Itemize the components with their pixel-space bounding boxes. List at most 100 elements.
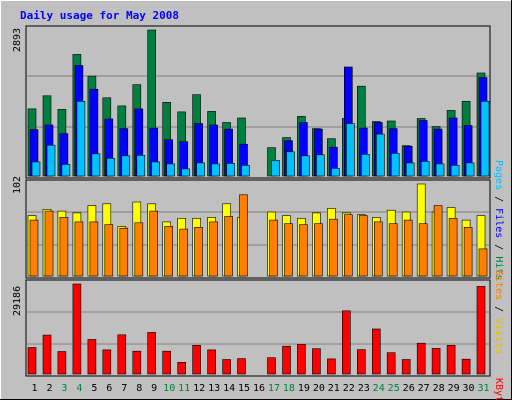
legend-visits: Visits xyxy=(493,318,504,354)
sites-bar-day-6 xyxy=(104,224,114,277)
day-axis-labels: 1 2 3 4 5 6 7 8 9 10 11 12 13 14 15 16 17 18 19 20 21 22 23 24 2… xyxy=(31,383,489,394)
legend-pages: Pages xyxy=(493,160,504,190)
sites-bar-day-31 xyxy=(478,248,488,277)
kbytes-bar-day-29 xyxy=(446,344,456,375)
kbytes-bar-day-24 xyxy=(371,328,381,375)
legend-files: Files xyxy=(493,208,504,238)
kbytes-bar-day-23 xyxy=(356,349,366,375)
kbytes-bar-day-17 xyxy=(267,357,276,375)
pages-bar-day-30 xyxy=(465,162,475,177)
day-label-3: 3 xyxy=(61,383,67,394)
kbytes-bar-day-3 xyxy=(57,351,67,375)
pages-bar-day-23 xyxy=(360,154,370,177)
kbytes-bar-day-19 xyxy=(297,344,306,375)
pages-bar-day-13 xyxy=(211,163,220,177)
legend-hits: Hits xyxy=(493,256,504,280)
pages-bar-day-6 xyxy=(106,158,116,177)
pages-bar-day-28 xyxy=(435,163,445,177)
sites-bar-day-2 xyxy=(44,210,54,277)
day-label-20: 20 xyxy=(313,383,325,394)
pages-bar-day-19 xyxy=(301,155,310,177)
sites-bar-day-5 xyxy=(89,221,99,277)
kbytes-bar-day-30 xyxy=(461,358,471,375)
kbytes-bar-day-15 xyxy=(237,358,246,375)
kbytes-bar-day-31 xyxy=(476,286,486,375)
kbytes-bar-day-4 xyxy=(72,283,82,375)
legend-sep-1: / xyxy=(493,190,504,208)
sites-bar-day-7 xyxy=(119,227,129,277)
pages-bar-day-7 xyxy=(121,155,131,177)
day-label-17: 17 xyxy=(268,383,280,394)
pages-bar-day-29 xyxy=(450,165,460,177)
day-label-6: 6 xyxy=(106,383,112,394)
sites-bar-day-8 xyxy=(134,222,144,277)
day-label-7: 7 xyxy=(121,383,127,394)
sites-bar-day-21 xyxy=(329,218,338,277)
pages-bar-day-9 xyxy=(151,161,160,177)
sites-bar-day-26 xyxy=(403,219,413,277)
kbytes-bar-day-1 xyxy=(27,347,37,375)
sites-bar-day-18 xyxy=(284,223,293,277)
kbytes-bar-day-28 xyxy=(431,348,441,375)
day-label-24: 24 xyxy=(373,383,385,394)
pages-bar-day-1 xyxy=(31,161,41,177)
legend-sites: Sites xyxy=(493,270,504,300)
kbytes-panel-legend: KBytes xyxy=(493,378,504,400)
kbytes-bar-day-6 xyxy=(102,349,112,375)
day-label-25: 25 xyxy=(388,383,400,394)
day-label-16: 16 xyxy=(253,383,265,394)
sites-bar-day-14 xyxy=(224,216,233,277)
hits-panel xyxy=(25,25,491,179)
kbytes-bar-day-13 xyxy=(207,349,216,375)
day-label-23: 23 xyxy=(358,383,370,394)
day-label-13: 13 xyxy=(208,383,220,394)
sites-bar-day-24 xyxy=(373,221,383,277)
sites-bar-day-27 xyxy=(418,223,428,277)
day-label-22: 22 xyxy=(343,383,355,394)
pages-bar-day-3 xyxy=(61,164,71,177)
chart-title: Daily usage for May 2008 xyxy=(20,9,179,22)
pages-bar-day-15 xyxy=(241,165,250,177)
sites-bar-day-22 xyxy=(343,214,353,277)
hits-panel-legend: Pages / Files / Hits xyxy=(493,160,504,280)
day-label-18: 18 xyxy=(283,383,295,394)
sites-bar-day-15 xyxy=(239,194,248,277)
sites-bar-day-1 xyxy=(29,219,39,277)
sites-bar-day-19 xyxy=(299,224,308,277)
kbytes-bar-day-10 xyxy=(162,350,171,375)
pages-bar-day-11 xyxy=(181,168,190,177)
pages-bar-day-18 xyxy=(286,151,295,177)
kbytes-panel xyxy=(25,279,491,377)
kbytes-bar-day-14 xyxy=(222,359,231,375)
kbytes-bar-day-11 xyxy=(177,361,186,375)
day-label-12: 12 xyxy=(193,383,205,394)
day-label-9: 9 xyxy=(151,383,157,394)
pages-bar-day-27 xyxy=(420,161,430,177)
sites-bar-day-30 xyxy=(463,227,473,277)
sites-bar-day-10 xyxy=(164,226,173,277)
kbytes-max-label: 29186 xyxy=(12,286,23,316)
day-label-21: 21 xyxy=(328,383,340,394)
day-label-10: 10 xyxy=(163,383,175,394)
kbytes-bar-day-9 xyxy=(147,332,156,375)
day-label-26: 26 xyxy=(403,383,415,394)
sites-bar-day-23 xyxy=(358,215,368,277)
sites-bar-day-28 xyxy=(433,205,443,277)
day-label-1: 1 xyxy=(31,383,37,394)
kbytes-bar-day-22 xyxy=(341,310,351,375)
kbytes-bar-day-12 xyxy=(192,344,201,375)
day-label-29: 29 xyxy=(448,383,460,394)
kbytes-bar-day-8 xyxy=(132,350,142,375)
pages-bar-day-10 xyxy=(166,163,175,177)
day-label-15: 15 xyxy=(238,383,250,394)
legend-sep-3: / xyxy=(493,300,504,318)
day-label-14: 14 xyxy=(223,383,235,394)
sites-bar-day-12 xyxy=(194,227,203,277)
pages-bar-day-12 xyxy=(196,162,205,177)
day-label-19: 19 xyxy=(298,383,310,394)
kbytes-bar-day-21 xyxy=(327,358,336,375)
pages-bar-day-25 xyxy=(390,153,400,177)
visits-max-label: 102 xyxy=(12,176,23,194)
day-label-4: 4 xyxy=(76,383,82,394)
sites-bar-day-13 xyxy=(209,221,218,277)
